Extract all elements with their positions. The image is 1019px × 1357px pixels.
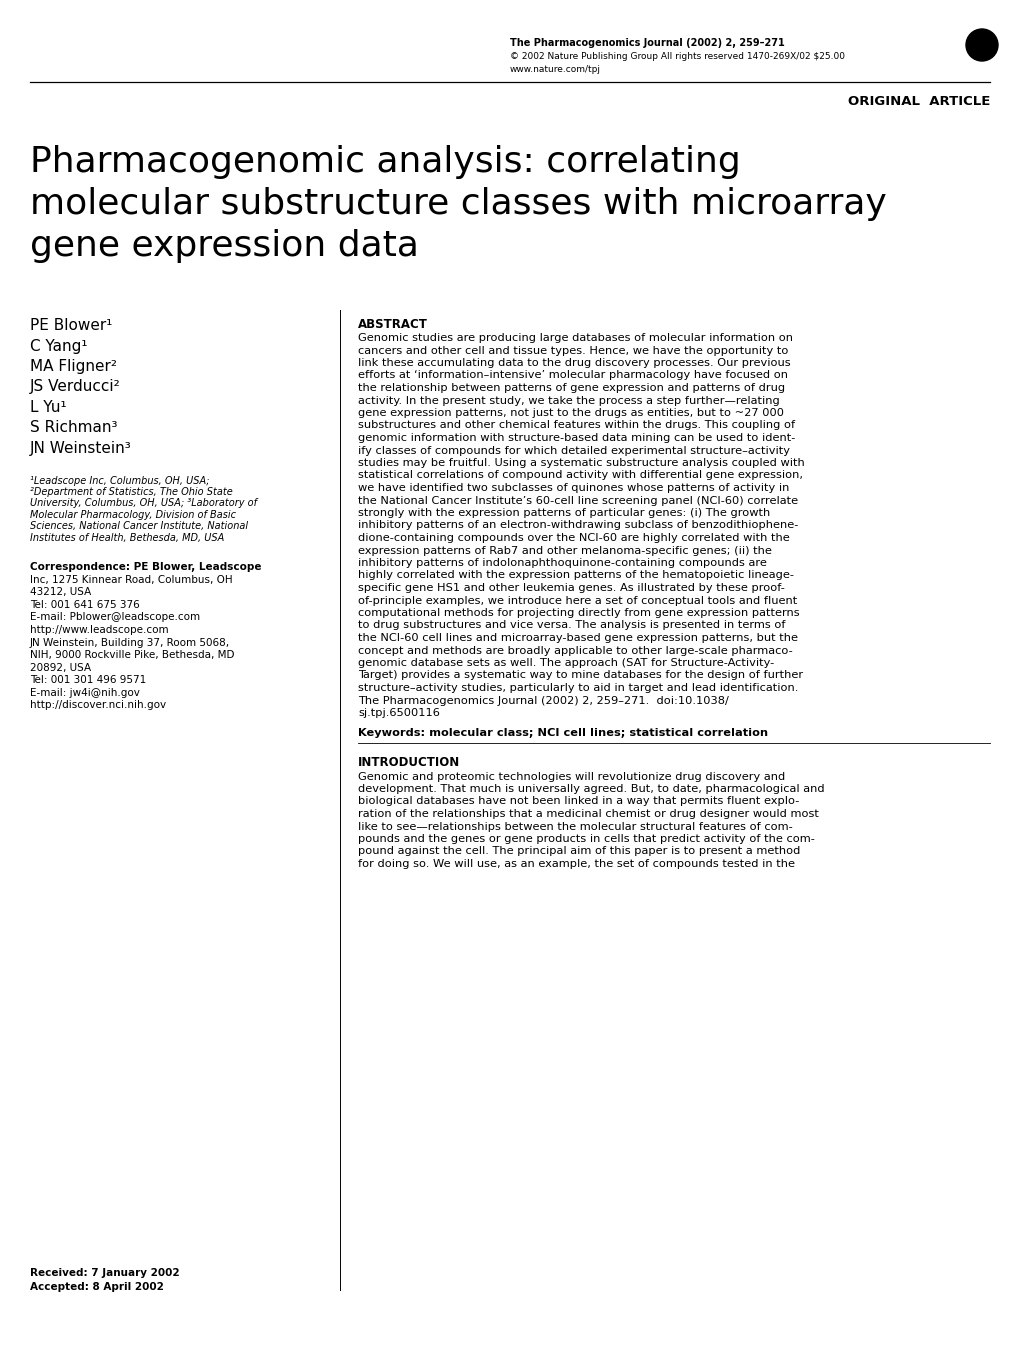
Text: MA Fligner²: MA Fligner²	[30, 360, 117, 375]
Text: for doing so. We will use, as an example, the set of compounds tested in the: for doing so. We will use, as an example…	[358, 859, 794, 868]
Text: statistical correlations of compound activity with differential gene expression,: statistical correlations of compound act…	[358, 471, 802, 480]
Text: pound against the cell. The principal aim of this paper is to present a method: pound against the cell. The principal ai…	[358, 847, 800, 856]
Text: concept and methods are broadly applicable to other large-scale pharmaco-: concept and methods are broadly applicab…	[358, 646, 792, 655]
Text: E-mail: jw4i@nih.gov: E-mail: jw4i@nih.gov	[30, 688, 140, 697]
Text: ABSTRACT: ABSTRACT	[358, 318, 427, 331]
Text: the relationship between patterns of gene expression and patterns of drug: the relationship between patterns of gen…	[358, 383, 785, 394]
Text: expression patterns of Rab7 and other melanoma-specific genes; (ii) the: expression patterns of Rab7 and other me…	[358, 546, 771, 555]
Text: Genomic and proteomic technologies will revolutionize drug discovery and: Genomic and proteomic technologies will …	[358, 772, 785, 782]
Text: Genomic studies are producing large databases of molecular information on: Genomic studies are producing large data…	[358, 332, 792, 343]
Text: computational methods for projecting directly from gene expression patterns: computational methods for projecting dir…	[358, 608, 799, 617]
Text: NIH, 9000 Rockville Pike, Bethesda, MD: NIH, 9000 Rockville Pike, Bethesda, MD	[30, 650, 234, 660]
Text: L Yu¹: L Yu¹	[30, 400, 66, 415]
Text: 20892, USA: 20892, USA	[30, 662, 91, 673]
Text: Target) provides a systematic way to mine databases for the design of further: Target) provides a systematic way to min…	[358, 670, 802, 680]
Text: molecular substructure classes with microarray: molecular substructure classes with micr…	[30, 187, 886, 221]
Text: Molecular Pharmacology, Division of Basic: Molecular Pharmacology, Division of Basi…	[30, 510, 235, 520]
Text: the National Cancer Institute’s 60-cell line screening panel (NCI-60) correlate: the National Cancer Institute’s 60-cell …	[358, 495, 797, 506]
Text: structure–activity studies, particularly to aid in target and lead identificatio: structure–activity studies, particularly…	[358, 683, 798, 693]
Text: JS Verducci²: JS Verducci²	[30, 380, 120, 395]
Text: ¹Leadscope Inc, Columbus, OH, USA;: ¹Leadscope Inc, Columbus, OH, USA;	[30, 475, 209, 486]
Text: Tel: 001 301 496 9571: Tel: 001 301 496 9571	[30, 674, 146, 685]
Text: Institutes of Health, Bethesda, MD, USA: Institutes of Health, Bethesda, MD, USA	[30, 533, 224, 543]
Text: strongly with the expression patterns of particular genes: (i) The growth: strongly with the expression patterns of…	[358, 508, 769, 518]
Text: substructures and other chemical features within the drugs. This coupling of: substructures and other chemical feature…	[358, 421, 795, 430]
Text: specific gene HS1 and other leukemia genes. As illustrated by these proof-: specific gene HS1 and other leukemia gen…	[358, 584, 784, 593]
Text: gene expression patterns, not just to the drugs as entities, but to ~27 000: gene expression patterns, not just to th…	[358, 408, 784, 418]
Text: ORIGINAL  ARTICLE: ORIGINAL ARTICLE	[847, 95, 989, 109]
Text: Keywords: molecular class; NCI cell lines; statistical correlation: Keywords: molecular class; NCI cell line…	[358, 729, 767, 738]
Text: highly correlated with the expression patterns of the hematopoietic lineage-: highly correlated with the expression pa…	[358, 570, 793, 581]
Text: like to see—relationships between the molecular structural features of com-: like to see—relationships between the mo…	[358, 821, 792, 832]
Text: Accepted: 8 April 2002: Accepted: 8 April 2002	[30, 1282, 164, 1292]
Text: S Richman³: S Richman³	[30, 421, 117, 436]
Text: Correspondence: PE Blower, Leadscope: Correspondence: PE Blower, Leadscope	[30, 563, 261, 573]
Text: www.nature.com/tpj: www.nature.com/tpj	[510, 65, 600, 75]
Text: http://discover.nci.nih.gov: http://discover.nci.nih.gov	[30, 700, 166, 710]
Text: INTRODUCTION: INTRODUCTION	[358, 756, 460, 769]
Text: cancers and other cell and tissue types. Hence, we have the opportunity to: cancers and other cell and tissue types.…	[358, 346, 788, 356]
Text: development. That much is universally agreed. But, to date, pharmacological and: development. That much is universally ag…	[358, 784, 823, 794]
Text: Pharmacogenomic analysis: correlating: Pharmacogenomic analysis: correlating	[30, 145, 740, 179]
Text: inhibitory patterns of an electron-withdrawing subclass of benzodithiophene-: inhibitory patterns of an electron-withd…	[358, 521, 798, 531]
Text: Received: 7 January 2002: Received: 7 January 2002	[30, 1267, 179, 1278]
Text: The Pharmacogenomics Journal (2002) 2, 259–271.  doi:10.1038/: The Pharmacogenomics Journal (2002) 2, 2…	[358, 696, 729, 706]
Text: The Pharmacogenomics Journal (2002) 2, 259–271: The Pharmacogenomics Journal (2002) 2, 2…	[510, 38, 784, 47]
Text: sj.tpj.6500116: sj.tpj.6500116	[358, 708, 439, 718]
Text: ²Department of Statistics, The Ohio State: ²Department of Statistics, The Ohio Stat…	[30, 487, 232, 497]
Text: ration of the relationships that a medicinal chemist or drug designer would most: ration of the relationships that a medic…	[358, 809, 818, 820]
Text: JN Weinstein, Building 37, Room 5068,: JN Weinstein, Building 37, Room 5068,	[30, 638, 230, 647]
Text: Tel: 001 641 675 376: Tel: 001 641 675 376	[30, 600, 140, 611]
Text: http://www.leadscope.com: http://www.leadscope.com	[30, 626, 168, 635]
Text: © 2002 Nature Publishing Group All rights reserved 1470-269X/02 $25.00: © 2002 Nature Publishing Group All right…	[510, 52, 844, 61]
Text: JN Weinstein³: JN Weinstein³	[30, 441, 131, 456]
Text: dione-containing compounds over the NCI-60 are highly correlated with the: dione-containing compounds over the NCI-…	[358, 533, 789, 543]
Text: University, Columbus, OH, USA; ³Laboratory of: University, Columbus, OH, USA; ³Laborato…	[30, 498, 257, 509]
Text: activity. In the present study, we take the process a step further—relating: activity. In the present study, we take …	[358, 395, 779, 406]
Text: gene expression data: gene expression data	[30, 229, 419, 263]
Text: we have identified two subclasses of quinones whose patterns of activity in: we have identified two subclasses of qui…	[358, 483, 789, 493]
Text: inhibitory patterns of indolonaphthoquinone-containing compounds are: inhibitory patterns of indolonaphthoquin…	[358, 558, 766, 569]
Text: PE Blower¹: PE Blower¹	[30, 318, 112, 332]
Text: Sciences, National Cancer Institute, National: Sciences, National Cancer Institute, Nat…	[30, 521, 248, 532]
Text: link these accumulating data to the drug discovery processes. Our previous: link these accumulating data to the drug…	[358, 358, 790, 368]
Text: studies may be fruitful. Using a systematic substructure analysis coupled with: studies may be fruitful. Using a systema…	[358, 459, 804, 468]
Text: of-principle examples, we introduce here a set of conceptual tools and fluent: of-principle examples, we introduce here…	[358, 596, 797, 605]
Text: to drug substructures and vice versa. The analysis is presented in terms of: to drug substructures and vice versa. Th…	[358, 620, 785, 631]
Text: efforts at ‘information–intensive’ molecular pharmacology have focused on: efforts at ‘information–intensive’ molec…	[358, 370, 788, 380]
Text: E-mail: Pblower@leadscope.com: E-mail: Pblower@leadscope.com	[30, 612, 200, 623]
Text: 43212, USA: 43212, USA	[30, 588, 91, 597]
Text: pounds and the genes or gene products in cells that predict activity of the com-: pounds and the genes or gene products in…	[358, 835, 814, 844]
Text: biological databases have not been linked in a way that permits fluent explo-: biological databases have not been linke…	[358, 797, 799, 806]
Circle shape	[965, 28, 997, 61]
Text: npg: npg	[973, 41, 989, 50]
Text: C Yang¹: C Yang¹	[30, 338, 88, 354]
Text: Inc, 1275 Kinnear Road, Columbus, OH: Inc, 1275 Kinnear Road, Columbus, OH	[30, 575, 232, 585]
Text: the NCI-60 cell lines and microarray-based gene expression patterns, but the: the NCI-60 cell lines and microarray-bas…	[358, 632, 797, 643]
Text: genomic information with structure-based data mining can be used to ident-: genomic information with structure-based…	[358, 433, 795, 442]
Text: ify classes of compounds for which detailed experimental structure–activity: ify classes of compounds for which detai…	[358, 445, 790, 456]
Text: tpj: tpj	[976, 52, 985, 57]
Text: genomic database sets as well. The approach (SAT for Structure-Activity-: genomic database sets as well. The appro…	[358, 658, 773, 668]
